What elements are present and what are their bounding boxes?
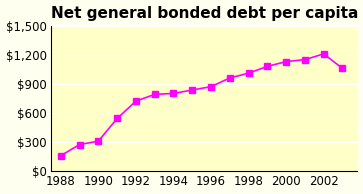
Title: Net general bonded debt per capita: Net general bonded debt per capita [51, 6, 358, 21]
